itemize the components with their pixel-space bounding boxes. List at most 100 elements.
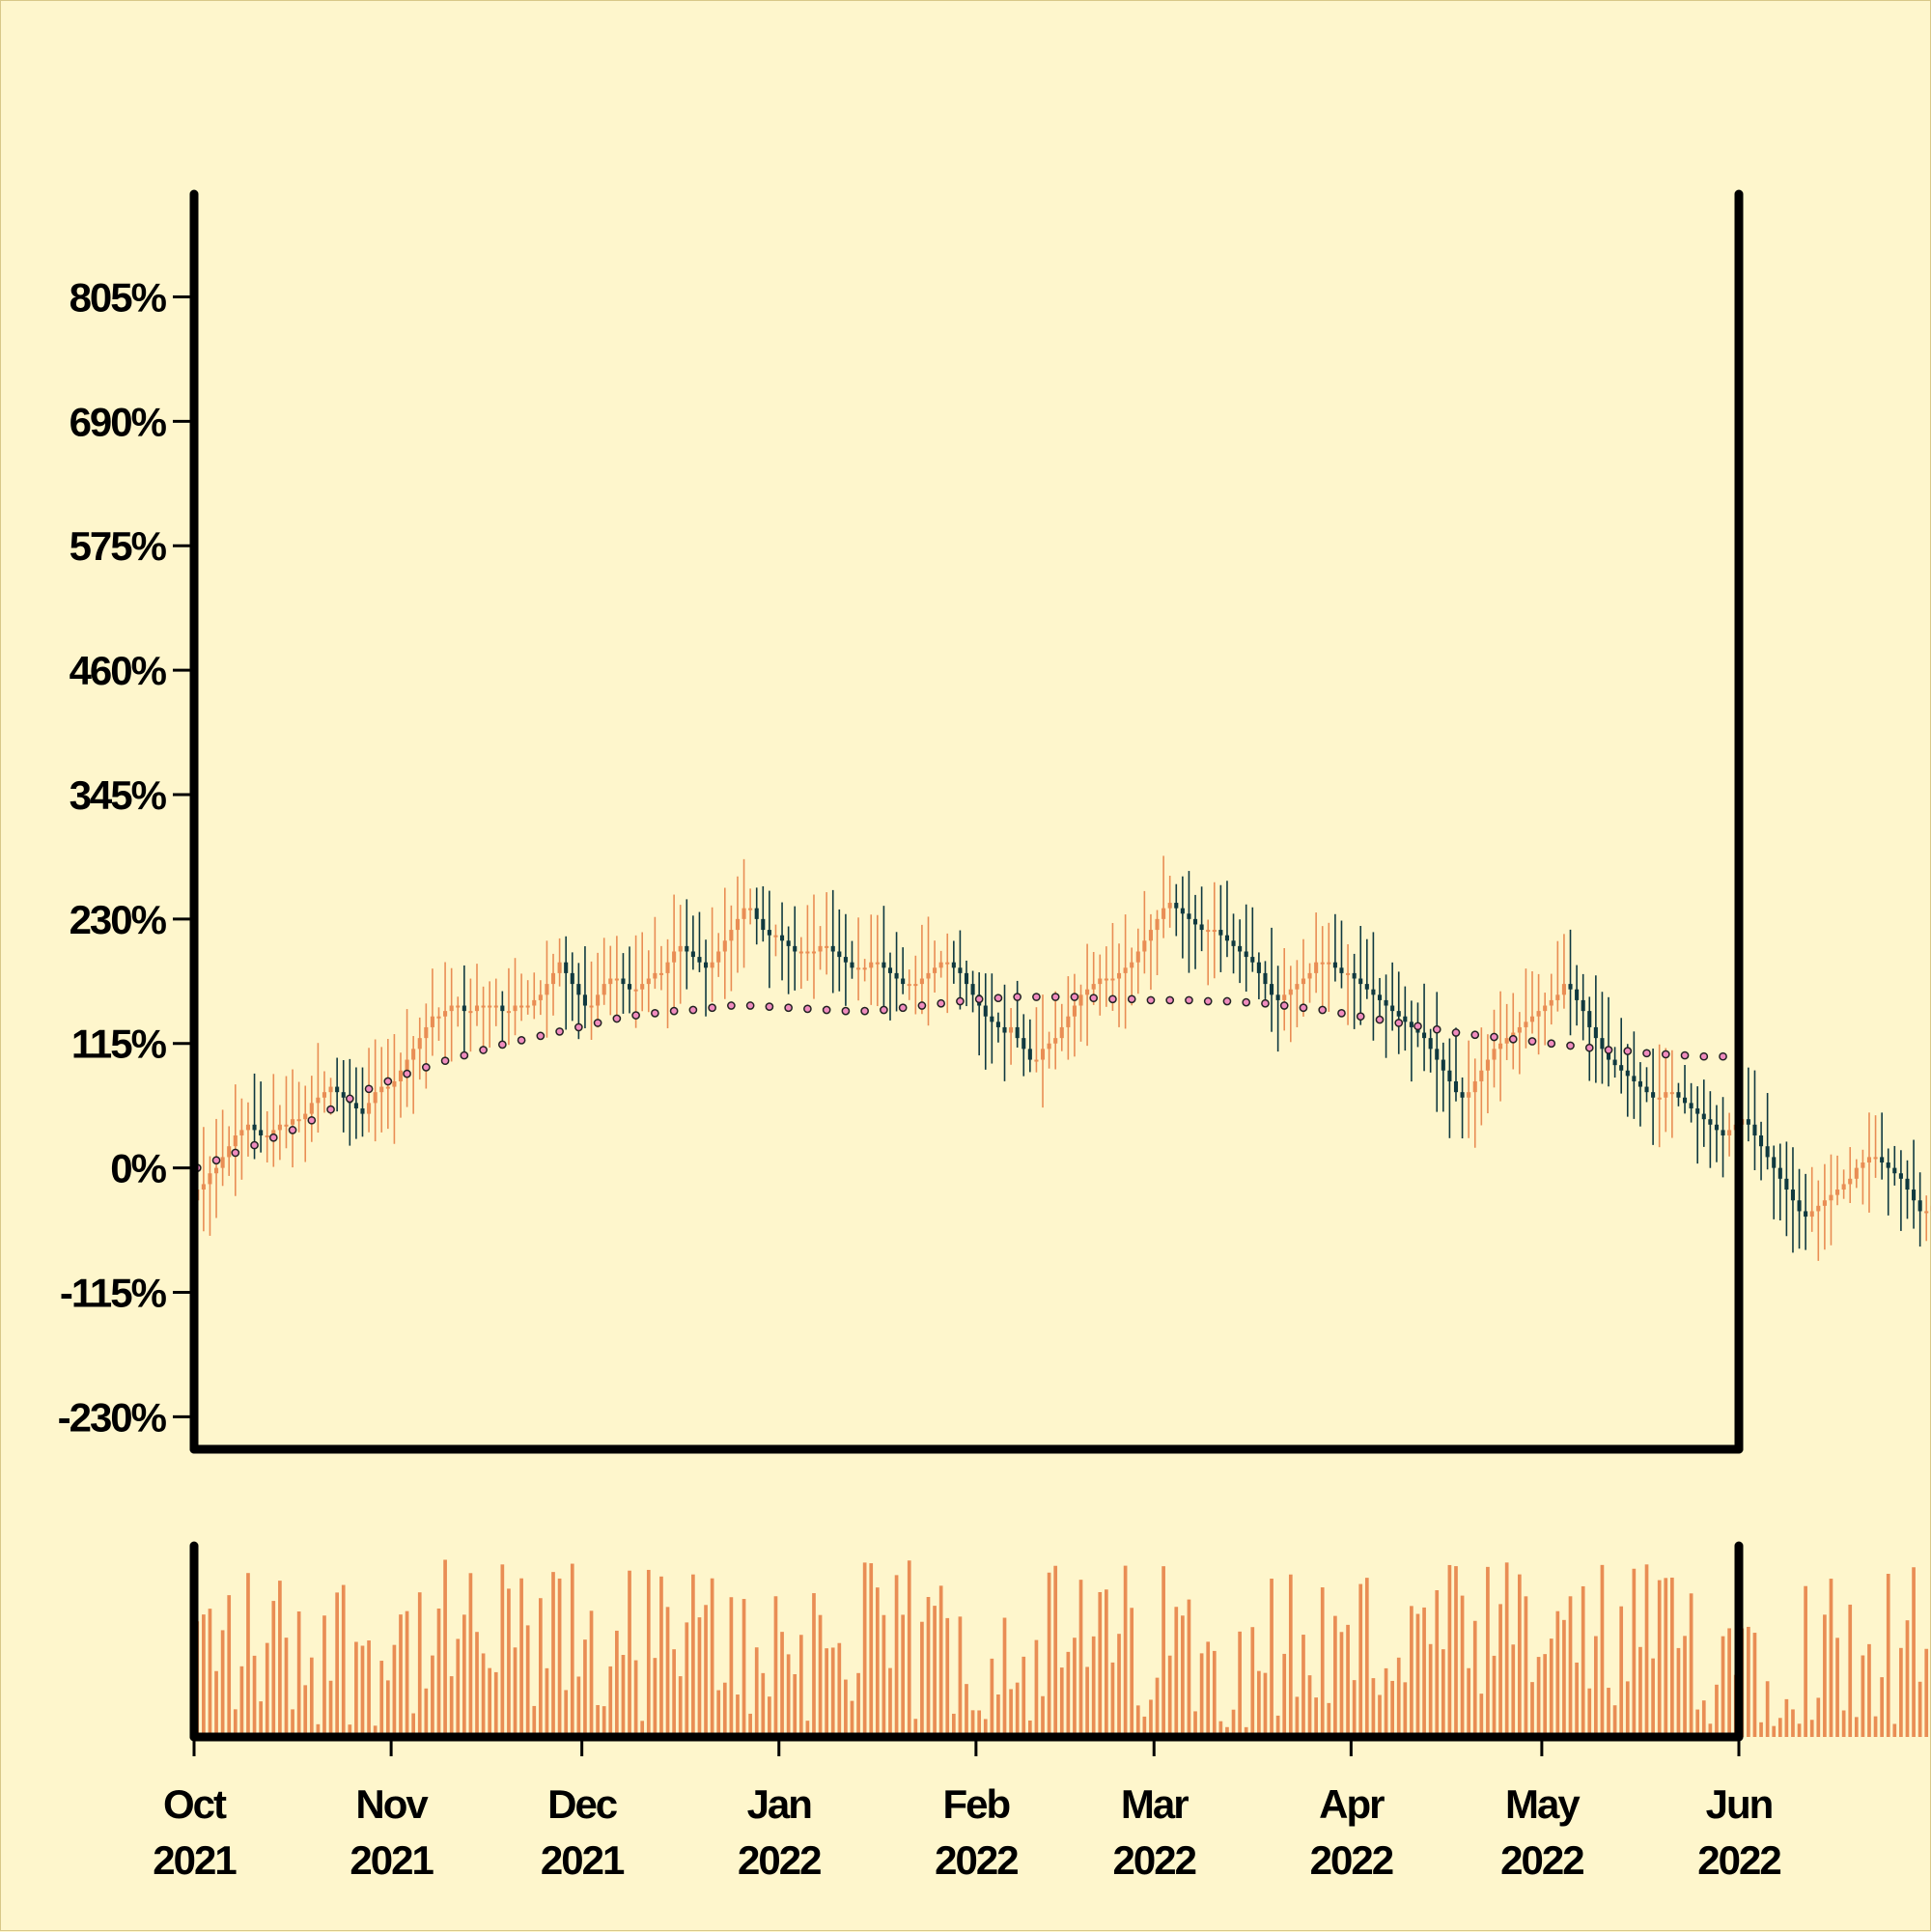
candle-body <box>1486 1060 1490 1071</box>
candle-body <box>354 1103 358 1108</box>
candle-body <box>1327 963 1330 965</box>
volume-bar <box>869 1563 873 1737</box>
candle-body <box>672 951 676 962</box>
volume-bar <box>1397 1658 1401 1737</box>
volume-bar <box>1264 1673 1268 1737</box>
candle-body <box>1155 919 1159 930</box>
volume-bar <box>507 1588 511 1737</box>
volume-bar <box>1021 1657 1025 1737</box>
candle-body <box>996 1022 1000 1027</box>
volume-bar <box>1117 1634 1121 1737</box>
candle-body <box>1270 984 1273 994</box>
candle-body <box>1479 1071 1483 1081</box>
volume-bar <box>1124 1566 1128 1737</box>
candle-body <box>360 1108 364 1114</box>
candle-body <box>513 1006 517 1012</box>
candle-body <box>711 963 714 968</box>
volume-bar <box>1626 1681 1630 1737</box>
volume-bar <box>1670 1578 1674 1737</box>
candle-body <box>284 1125 288 1127</box>
candle-body <box>799 951 803 953</box>
moving-average-point <box>289 1127 295 1134</box>
volume-bar <box>882 1615 886 1737</box>
moving-average-point <box>518 1037 524 1044</box>
moving-average-point <box>938 1000 944 1007</box>
candle-body <box>526 1006 530 1008</box>
candle-body <box>1435 1049 1439 1059</box>
volume-bar <box>1314 1697 1318 1737</box>
candle-body <box>863 967 867 969</box>
moving-average-point <box>766 1003 772 1010</box>
candle-body <box>748 909 752 910</box>
candle-body <box>259 1130 263 1135</box>
candle-body <box>1263 973 1267 984</box>
moving-average-point <box>327 1106 334 1113</box>
volume-bar <box>1651 1659 1655 1737</box>
candlestick-series <box>195 855 1931 1266</box>
candle-body <box>1810 1211 1814 1217</box>
moving-average-point <box>212 1157 219 1163</box>
candle-body <box>1727 1130 1731 1135</box>
volume-bar <box>1677 1648 1681 1737</box>
x-tick-label-year: 2022 <box>1310 1837 1393 1883</box>
volume-bar <box>227 1595 231 1737</box>
moving-average-point <box>689 1006 696 1013</box>
volume-bar <box>1257 1671 1261 1737</box>
candle-body <box>431 1017 434 1027</box>
moving-average-point <box>728 1002 735 1009</box>
x-tick-label-year: 2022 <box>1500 1837 1583 1883</box>
volume-bar <box>1861 1656 1865 1737</box>
x-tick-label-year: 2022 <box>738 1837 821 1883</box>
candle-body <box>1339 967 1343 973</box>
candle-body <box>1447 1071 1451 1081</box>
volume-bar <box>888 1668 892 1737</box>
volume-bar <box>361 1645 365 1737</box>
volume-bar <box>546 1668 549 1737</box>
volume-bar <box>1498 1604 1502 1737</box>
moving-average-point <box>1586 1045 1593 1051</box>
volume-bar <box>672 1649 676 1737</box>
candle-body <box>1899 1173 1903 1179</box>
volume-bar <box>253 1656 257 1737</box>
volume-bar <box>1174 1607 1178 1737</box>
volume-bar <box>1321 1587 1325 1737</box>
candle-body <box>1034 1060 1038 1062</box>
candle-body <box>768 930 771 936</box>
volume-bar <box>1136 1705 1140 1737</box>
y-tick-label: 345% <box>70 772 167 818</box>
moving-average-point <box>270 1134 277 1141</box>
volume-bar <box>1213 1651 1217 1737</box>
moving-average-point <box>1643 1050 1650 1056</box>
volume-bar <box>1333 1616 1337 1737</box>
candle-body <box>773 936 777 938</box>
moving-average-point <box>1109 995 1116 1002</box>
volume-bar <box>1912 1567 1916 1737</box>
candle-body <box>1880 1157 1884 1162</box>
candle-body <box>1695 1108 1699 1114</box>
volume-bar <box>1448 1565 1452 1737</box>
volume-bar <box>1804 1586 1807 1737</box>
candle-body <box>1670 1092 1674 1094</box>
price-panel-axes <box>194 194 1739 1449</box>
moving-average-point <box>556 1028 563 1035</box>
candle-body <box>583 994 587 1005</box>
candle-body <box>1422 1033 1426 1039</box>
candle-body <box>1772 1157 1776 1167</box>
moving-average-point <box>1090 994 1097 1001</box>
candle-body <box>392 1081 396 1087</box>
y-tick-label: 460% <box>70 648 167 693</box>
candle-body <box>297 1119 301 1121</box>
volume-bar <box>539 1598 543 1737</box>
candle-body <box>532 1000 536 1006</box>
candle-body <box>602 984 606 994</box>
candle-body <box>1778 1168 1782 1179</box>
volume-bar <box>1378 1694 1382 1737</box>
volume-bar <box>851 1701 854 1737</box>
moving-average-point <box>1262 1000 1269 1007</box>
moving-average-point <box>1033 994 1040 1000</box>
candle-body <box>1587 1011 1591 1027</box>
candle-body <box>450 1006 454 1012</box>
volume-bar <box>959 1616 963 1737</box>
volume-bar <box>1613 1705 1617 1737</box>
